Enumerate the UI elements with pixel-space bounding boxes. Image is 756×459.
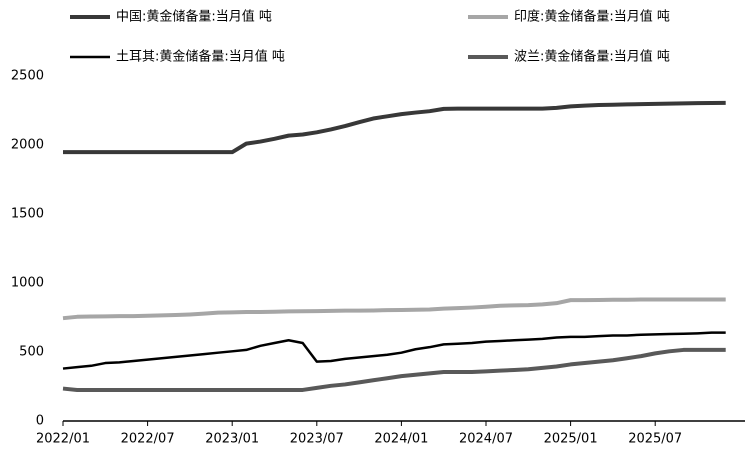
x-tick-label: 2023/07	[290, 432, 344, 447]
y-tick-label: 2500	[11, 69, 44, 84]
x-tick-label: 2024/01	[374, 432, 428, 447]
series-line	[63, 100, 726, 155]
x-tick-label: 2022/01	[36, 432, 90, 447]
y-tick-label: 1000	[11, 276, 44, 291]
y-tick-label: 500	[19, 345, 44, 360]
y-tick-label: 0	[36, 414, 44, 429]
legend-label: 中国:黄金储备量:当月值 吨	[116, 9, 272, 25]
x-tick-label: 2023/01	[205, 432, 259, 447]
x-tick-label: 2024/07	[459, 432, 513, 447]
x-tick-label: 2022/07	[121, 432, 175, 447]
series-line	[62, 297, 726, 321]
legend-label: 土耳其:黄金储备量:当月值 吨	[116, 49, 285, 65]
x-tick-label: 2025/01	[544, 432, 598, 447]
x-tick-label: 2025/07	[628, 432, 682, 447]
legend-label: 印度:黄金储备量:当月值 吨	[514, 9, 670, 25]
series-line	[62, 347, 726, 392]
series-line	[62, 331, 726, 370]
legend-label: 波兰:黄金储备量:当月值 吨	[514, 49, 670, 65]
y-tick-label: 1500	[11, 207, 44, 222]
y-tick-label: 2000	[11, 138, 44, 153]
